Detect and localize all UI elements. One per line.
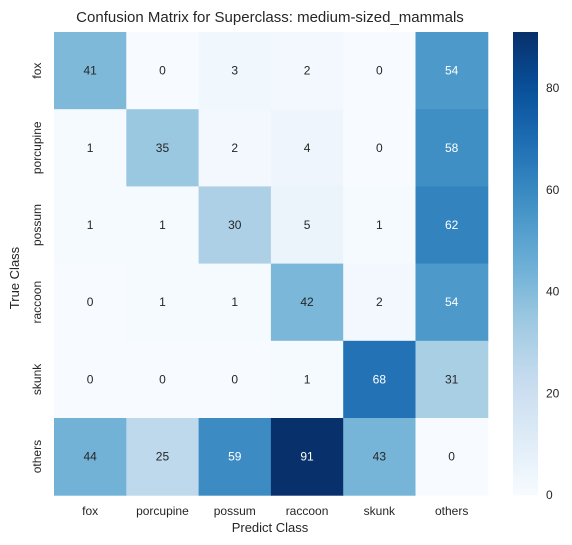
- y-tick-labels: fox porcupine possum raccoon skunk others: [30, 63, 44, 474]
- heatmap-cell: [54, 263, 127, 342]
- y-axis-label: True Class: [7, 246, 22, 309]
- heatmap-cell: [270, 186, 344, 265]
- cell-value-label: 42: [300, 295, 314, 309]
- cell-value-label: 30: [228, 218, 242, 232]
- cell-value-label: 0: [87, 372, 94, 386]
- x-tick-label: possum: [214, 504, 256, 518]
- y-tick-label: others: [30, 440, 44, 473]
- colorbar-tick-label: 60: [546, 183, 560, 197]
- heatmap-cell: [198, 263, 272, 342]
- cell-value-label: 0: [87, 295, 94, 309]
- y-tick-label: skunk: [30, 363, 44, 395]
- cell-value-label: 1: [304, 372, 311, 386]
- heatmap-cells: 41 0 3 2 0 54 1 35 2 4 0 58 1 1 30 5 1 62 0 1 1 42 2 54 0 0 0 1 68 31…: [54, 32, 489, 496]
- heatmap-cell: [270, 32, 344, 110]
- cell-value-label: 2: [304, 64, 311, 78]
- heatmap-cell: [343, 186, 416, 265]
- cell-value-label: 62: [445, 218, 459, 232]
- heatmap-cell: [126, 263, 200, 342]
- heatmap-cell: [198, 418, 272, 496]
- y-tick-label: raccoon: [30, 281, 44, 324]
- heatmap-cell: [126, 340, 200, 419]
- cell-value-label: 31: [445, 372, 459, 386]
- cell-value-label: 25: [156, 450, 170, 464]
- cell-value-label: 35: [156, 141, 170, 155]
- colorbar-tick-label: 0: [546, 488, 553, 502]
- x-tick-label: porcupine: [136, 504, 189, 518]
- heatmap-cell: [126, 418, 200, 496]
- colorbar-tick-label: 20: [546, 386, 560, 400]
- heatmap-cell: [198, 186, 272, 265]
- x-tick-labels: fox porcupine possum raccoon skunk others: [82, 504, 468, 518]
- cell-value-label: 1: [159, 295, 166, 309]
- y-tick-label: possum: [30, 204, 44, 246]
- cell-value-label: 59: [228, 450, 242, 464]
- heatmap-cell: [54, 418, 127, 496]
- heatmap-cell: [54, 340, 127, 419]
- cell-value-label: 0: [376, 141, 383, 155]
- cell-value-label: 1: [87, 141, 94, 155]
- heatmap-cell: [198, 32, 272, 110]
- colorbar: 0 20 40 60 80: [513, 32, 560, 502]
- cell-value-label: 1: [231, 295, 238, 309]
- cell-value-label: 0: [231, 372, 238, 386]
- x-tick-label: skunk: [364, 504, 396, 518]
- cell-value-label: 1: [159, 218, 166, 232]
- x-tick-label: others: [435, 504, 468, 518]
- heatmap-cell: [126, 186, 200, 265]
- colorbar-tick-label: 40: [546, 285, 560, 299]
- heatmap-cell: [198, 340, 272, 419]
- cell-value-label: 0: [159, 64, 166, 78]
- heatmap-cell: [415, 109, 489, 187]
- heatmap-cell: [54, 109, 127, 187]
- heatmap-cell: [343, 32, 416, 110]
- cell-value-label: 91: [300, 450, 314, 464]
- cell-value-label: 54: [445, 295, 459, 309]
- cell-value-label: 3: [231, 64, 238, 78]
- cell-value-label: 4: [304, 141, 311, 155]
- cell-value-label: 0: [159, 372, 166, 386]
- heatmap-cell: [54, 32, 127, 110]
- heatmap-cell: [415, 263, 489, 342]
- chart-title: Confusion Matrix for Superclass: medium-…: [76, 9, 464, 26]
- x-axis-label: Predict Class: [232, 520, 309, 535]
- y-tick-label: porcupine: [30, 121, 44, 174]
- cell-value-label: 1: [376, 218, 383, 232]
- x-tick-label: raccoon: [286, 504, 329, 518]
- cell-value-label: 0: [376, 64, 383, 78]
- heatmap-cell: [415, 32, 489, 110]
- heatmap-cell: [343, 263, 416, 342]
- heatmap-cell: [270, 340, 344, 419]
- cell-value-label: 1: [87, 218, 94, 232]
- cell-value-label: 58: [445, 141, 459, 155]
- heatmap-cell: [270, 418, 344, 496]
- heatmap-cell: [126, 32, 200, 110]
- heatmap-cell: [270, 263, 344, 342]
- colorbar-gradient: [513, 32, 538, 496]
- heatmap-cell: [270, 109, 344, 187]
- cell-value-label: 68: [373, 372, 387, 386]
- heatmap-cell: [343, 340, 416, 419]
- heatmap-cell: [198, 109, 272, 187]
- cell-value-label: 0: [448, 450, 455, 464]
- cell-value-label: 5: [304, 218, 311, 232]
- heatmap-cell: [415, 186, 489, 265]
- cell-value-label: 41: [83, 64, 97, 78]
- heatmap-cell: [415, 340, 489, 419]
- cell-value-label: 44: [83, 450, 97, 464]
- heatmap-cell: [126, 109, 200, 187]
- heatmap-cell: [343, 109, 416, 187]
- y-tick-label: fox: [30, 63, 44, 79]
- cell-value-label: 2: [376, 295, 383, 309]
- cell-value-label: 54: [445, 64, 459, 78]
- heatmap-cell: [54, 186, 127, 265]
- cell-value-label: 43: [373, 450, 387, 464]
- colorbar-tick-label: 80: [546, 81, 560, 95]
- heatmap-cell: [343, 418, 416, 496]
- heatmap-cell: [415, 418, 489, 496]
- x-tick-label: fox: [82, 504, 98, 518]
- cell-value-label: 2: [231, 141, 238, 155]
